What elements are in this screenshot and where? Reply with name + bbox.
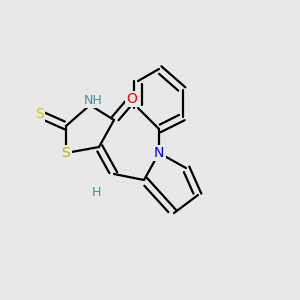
Text: O: O [127, 92, 137, 106]
Text: S: S [61, 146, 70, 160]
Text: S: S [34, 107, 43, 121]
Text: H: H [91, 185, 101, 199]
Text: N: N [154, 146, 164, 160]
Text: NH: NH [84, 94, 102, 107]
